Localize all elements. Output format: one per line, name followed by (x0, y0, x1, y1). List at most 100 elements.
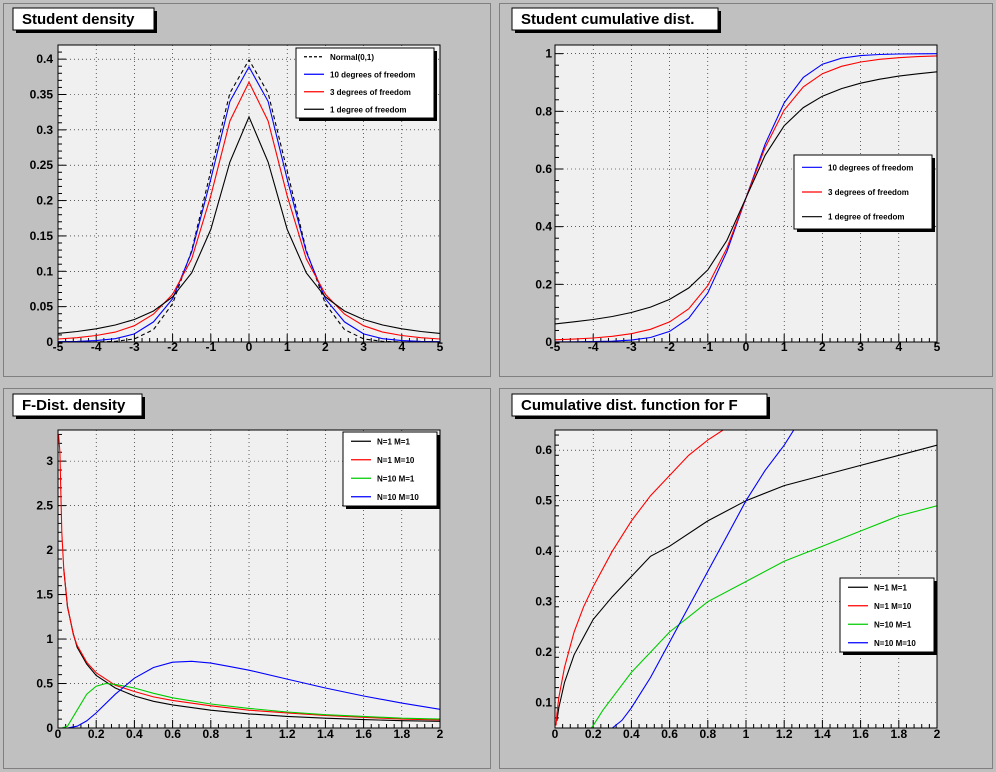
y-tick-label: 0.3 (36, 123, 53, 137)
x-tick-label: 0.4 (126, 727, 143, 741)
x-tick-label: -1 (702, 340, 713, 354)
series-line (61, 682, 440, 728)
x-tick-label: 5 (437, 340, 444, 354)
x-tick-label: -2 (664, 340, 675, 354)
y-tick-label: 0.2 (535, 645, 552, 659)
x-tick-label: 1.2 (776, 727, 793, 741)
x-tick-label: 3 (360, 340, 367, 354)
legend-label: 10 degrees of freedom (330, 70, 415, 79)
x-tick-label: -4 (588, 340, 599, 354)
y-tick-label: 0.8 (535, 104, 552, 118)
legend-label: N=10 M=10 (874, 639, 916, 648)
x-tick-label: 1.8 (890, 727, 907, 741)
series-line (58, 58, 440, 342)
x-tick-label: 0.8 (202, 727, 219, 741)
series-line (556, 444, 937, 721)
legend-label: N=10 M=10 (377, 493, 419, 502)
legend-box (295, 47, 435, 119)
x-tick-label: 0 (55, 727, 62, 741)
series-line (58, 434, 440, 721)
y-tick-label: 0.1 (36, 264, 53, 278)
x-tick-label: 1.6 (355, 727, 372, 741)
x-tick-label: -4 (91, 340, 102, 354)
y-tick-label: 0.2 (36, 194, 53, 208)
y-tick-label: 0.6 (535, 162, 552, 176)
x-tick-label: 3 (857, 340, 864, 354)
chart-0: -5 -4 -3 -2 -1 0 1 2 3 4 5 0 0.05 0.1 0.15 0.2 0.25 0.3 0.… (12, 7, 444, 354)
x-tick-label: 0.6 (164, 727, 181, 741)
title-box (511, 393, 768, 417)
legend-label: N=1 M=10 (874, 602, 912, 611)
series-group (58, 434, 440, 728)
legend-label: N=10 M=1 (874, 620, 912, 629)
x-tick-label: 1 (246, 727, 253, 741)
series-group (555, 430, 937, 728)
x-tick-label: 1.2 (279, 727, 296, 741)
x-tick-label: -3 (626, 340, 637, 354)
title-box (12, 7, 155, 31)
x-tick-label: 1.4 (814, 727, 831, 741)
y-tick-label: 1 (46, 632, 53, 646)
plot-border (57, 429, 441, 729)
title-box (12, 393, 143, 417)
chart-3: 0 0.2 0.4 0.6 0.8 1 1.2 1.4 1.6 1.8 2 0.1 0.2 0.3 0.4 0… (511, 393, 941, 741)
x-tick-label: 2 (934, 727, 941, 741)
plot-border (57, 44, 441, 343)
title-box (511, 7, 719, 31)
y-tick-label: 0.15 (30, 229, 54, 243)
y-tick-label: 0.3 (535, 595, 552, 609)
chart-2: 0 0.2 0.4 0.6 0.8 1 1.2 1.4 1.6 1.8 2 0 0.5 1 1.5 2 2.5 3… (12, 393, 444, 741)
y-tick-label: 0.6 (535, 443, 552, 457)
x-tick-label: 5 (934, 340, 941, 354)
x-tick-label: 1.8 (393, 727, 410, 741)
chart-title: Cumulative dist. function for F (521, 397, 738, 414)
y-tick-label: 2 (46, 543, 53, 557)
legend-box (839, 577, 935, 653)
y-tick-label: 0.1 (535, 696, 552, 710)
y-tick-label: 0.05 (30, 300, 54, 314)
y-tick-label: 0.4 (36, 52, 53, 66)
y-tick-label: 1 (545, 47, 552, 61)
y-tick-label: 0.5 (535, 494, 552, 508)
chart-1: -5 -4 -3 -2 -1 0 1 2 3 4 5 0 0.2 0.4 0.6 0.8 1 Student cu… (511, 7, 941, 354)
legend-label: 10 degrees of freedom (828, 163, 913, 172)
x-tick-label: -1 (205, 340, 216, 354)
x-tick-label: 0.6 (661, 727, 678, 741)
x-tick-label: 0.2 (585, 727, 602, 741)
plot-border (554, 429, 938, 729)
x-tick-label: 0.4 (623, 727, 640, 741)
series-line (555, 71, 937, 325)
x-tick-label: 0 (743, 340, 750, 354)
x-tick-label: 2 (322, 340, 329, 354)
y-tick-label: 0 (46, 721, 53, 735)
x-tick-label: 1 (743, 727, 750, 741)
chart-title: Student cumulative dist. (521, 11, 694, 28)
legend-box (342, 431, 438, 507)
legend-label: 3 degrees of freedom (330, 88, 411, 97)
x-tick-label: 2 (437, 727, 444, 741)
x-tick-label: 4 (398, 340, 405, 354)
x-tick-label: 0.2 (88, 727, 105, 741)
legend-label: N=1 M=10 (377, 456, 415, 465)
legend-label: N=10 M=1 (377, 474, 415, 483)
y-tick-label: 3 (46, 454, 53, 468)
series-group (58, 58, 440, 342)
x-tick-label: 2 (819, 340, 826, 354)
y-tick-label: 0.25 (30, 158, 54, 172)
y-tick-label: 0 (545, 335, 552, 349)
series-line (590, 505, 937, 728)
legend-label: 1 degree of freedom (330, 105, 406, 114)
x-tick-label: 1 (284, 340, 291, 354)
x-tick-label: 0 (552, 727, 559, 741)
legend-label: 3 degrees of freedom (828, 188, 909, 197)
x-tick-label: 0 (246, 340, 253, 354)
legend-label: N=1 M=1 (377, 437, 410, 446)
x-tick-label: 1.6 (852, 727, 869, 741)
series-line (67, 660, 440, 728)
y-tick-label: 0.2 (535, 277, 552, 291)
series-line (611, 430, 795, 728)
x-tick-label: 4 (895, 340, 902, 354)
legend-label: 1 degree of freedom (828, 213, 904, 222)
y-tick-label: 0 (46, 335, 53, 349)
